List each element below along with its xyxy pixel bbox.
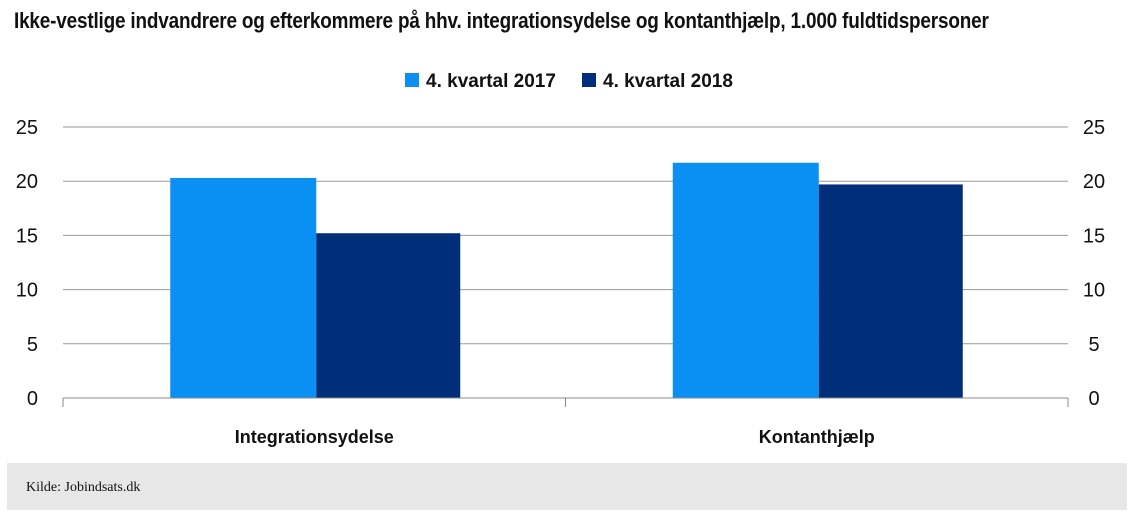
legend: 4. kvartal 2017 4. kvartal 2018 [405, 71, 733, 92]
y-tick-label-right: 20 [1083, 171, 1105, 193]
y-tick-label-left: 20 [16, 171, 38, 193]
x-category-label: Kontanthjælp [759, 427, 875, 447]
y-axis-left: 0 5 10 15 20 25 [16, 117, 38, 410]
source-note: Kilde: Jobindsats.dk [26, 480, 141, 495]
y-tick-label-right: 5 [1088, 334, 1099, 356]
bar-q4-2018-kontanthjælp [818, 184, 963, 398]
bar-q4-2017-integrationsydelse [170, 177, 317, 398]
legend-label: 4. kvartal 2018 [603, 71, 733, 92]
bars [170, 162, 963, 398]
chart-title: Ikke-vestlige indvandrere og efterkommer… [14, 8, 989, 33]
bar-chart: 0 5 10 15 20 25 0 5 10 15 20 25 Integrationsydelse… [16, 71, 1105, 447]
legend-label: 4. kvartal 2017 [426, 71, 556, 92]
bar-q4-2017-kontanthjælp [672, 162, 819, 398]
y-tick-label-right: 10 [1083, 280, 1105, 302]
y-tick-label-left: 10 [16, 280, 38, 302]
y-tick-label-left: 5 [27, 334, 38, 356]
legend-swatch [405, 73, 419, 87]
y-tick-label-left: 25 [16, 117, 38, 139]
x-axis [62, 397, 1069, 407]
x-category-label: Integrationsydelse [235, 427, 394, 447]
legend-swatch [582, 73, 596, 87]
bar-q4-2018-integrationsydelse [316, 233, 461, 398]
y-tick-label-right: 0 [1088, 388, 1099, 410]
y-tick-label-left: 0 [27, 388, 38, 410]
y-axis-right: 0 5 10 15 20 25 [1083, 117, 1105, 410]
y-tick-label-left: 15 [16, 225, 38, 247]
category-labels: Integrationsydelse Kontanthjælp [235, 427, 875, 447]
y-tick-label-right: 25 [1083, 117, 1105, 139]
source-footer: Kilde: Jobindsats.dk [7, 463, 1127, 510]
y-tick-label-right: 15 [1083, 225, 1105, 247]
